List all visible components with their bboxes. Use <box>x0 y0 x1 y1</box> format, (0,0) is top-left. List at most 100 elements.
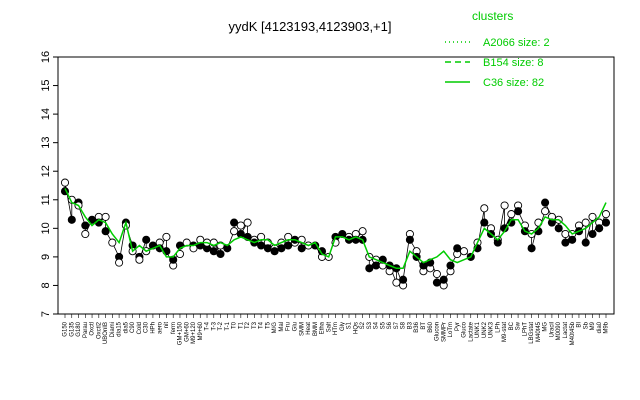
x-tick-label: M/G <box>272 322 278 334</box>
data-point <box>236 221 245 230</box>
data-point <box>81 221 90 230</box>
x-tick-label: C90 <box>130 321 136 333</box>
data-point <box>209 247 218 256</box>
legend-label-b154: B154 size: 8 <box>483 57 544 69</box>
x-tick-label: M0090 <box>556 321 562 340</box>
x-tick-label: UNK3 <box>489 321 495 338</box>
x-tick-label: aero <box>157 321 163 334</box>
data-point <box>568 235 577 244</box>
x-tick-label: LPh <box>495 322 501 333</box>
x-tick-label: S1 <box>347 321 353 329</box>
x-tick-label: dia15 <box>117 321 123 336</box>
x-tick-label: Heat <box>306 322 312 335</box>
line-layer <box>64 188 607 270</box>
x-tick-label: BT <box>421 322 427 330</box>
data-point <box>372 261 381 270</box>
data-point <box>527 244 536 253</box>
x-tick-label: HQs <box>353 322 359 334</box>
data-point <box>365 264 374 273</box>
y-tick-label: 15 <box>40 79 52 91</box>
y-tick-label: 13 <box>40 137 52 149</box>
x-tick-label: Pyr <box>455 322 461 331</box>
x-tick-label: GM+60 <box>184 321 190 342</box>
data-point <box>595 224 604 233</box>
data-point <box>541 198 550 207</box>
data-point <box>588 229 597 239</box>
legend-title: clusters <box>472 9 513 23</box>
x-tick-label: Lactat <box>563 322 569 339</box>
x-tick-label: M9b <box>604 321 610 333</box>
y-tick-label: 7 <box>40 311 52 317</box>
x-tick-label: GM+150 <box>178 321 184 345</box>
x-tick-label: B3 <box>407 321 413 329</box>
x-tick-label: nit <box>164 322 170 329</box>
x-tick-label: UNK1 <box>475 321 481 338</box>
data-point <box>405 235 414 244</box>
legend-label-a2066: A2066 size: 2 <box>483 37 550 49</box>
x-tick-label: HPh <box>150 322 156 334</box>
x-tick-label: T-4 <box>205 321 211 330</box>
x-tick-label: Mal <box>279 322 285 332</box>
data-point <box>135 255 144 264</box>
x-tick-label: M9+120 <box>191 321 197 344</box>
data-point <box>358 227 367 236</box>
data-point <box>561 229 570 239</box>
x-tick-label: Lactate <box>468 321 474 341</box>
x-tick-label: Uracil <box>549 322 555 337</box>
x-tick-label: M9-stat <box>502 322 508 342</box>
data-point <box>439 275 448 284</box>
data-point <box>101 212 110 221</box>
x-tick-label: Sw <box>516 321 522 330</box>
x-tick-label: C30 <box>144 321 150 333</box>
x-tick-label: M9+60 <box>198 321 204 340</box>
data-point <box>115 258 124 267</box>
x-tick-label: T-3 <box>211 321 217 330</box>
x-tick-label: HTm <box>333 322 339 335</box>
y-tick-label: 11 <box>40 194 52 205</box>
x-tick-label: UNK2 <box>482 321 488 338</box>
x-tick-label: M40t45 <box>536 321 542 342</box>
chart-title: yydK [4123193,4123903,+1] <box>228 19 391 34</box>
data-point <box>81 229 90 239</box>
y-tick-label: 10 <box>40 222 52 234</box>
x-tick-label: Glucon <box>435 322 441 341</box>
y-tick-label: 8 <box>40 282 52 288</box>
x-tick-label: MG <box>543 322 549 332</box>
y-axis: 7 8 9 10 11 12 13 14 15 16 <box>40 51 58 317</box>
x-tick-label: Fru <box>286 322 292 331</box>
x-tick-label: Salt <box>326 322 332 333</box>
data-point <box>446 261 455 270</box>
data-point <box>399 275 408 284</box>
y-tick-label: 12 <box>40 165 52 177</box>
data-point <box>601 210 611 219</box>
x-tick-label: ferm <box>171 322 177 334</box>
series-layer <box>60 178 611 290</box>
data-point <box>162 232 171 241</box>
x-tick-label: SMMPr <box>441 322 447 342</box>
x-axis: G150 G135 G180 Parau Oxctl Oxctl2 UBOnIB Diami d… <box>63 314 610 345</box>
x-tick-label: Parau <box>83 322 89 338</box>
legend-label-c36: C36 size: 82 <box>483 77 544 89</box>
legend: clusters A2066 size: 2 B154 size: 8 C36 … <box>445 9 550 89</box>
cluster-line-c36 <box>64 188 607 270</box>
data-point <box>432 278 441 287</box>
data-point <box>60 178 70 187</box>
data-point <box>541 207 550 216</box>
x-tick-label: Sb <box>583 321 589 329</box>
data-point <box>392 278 401 287</box>
data-point <box>297 244 306 253</box>
x-tick-label: S6 <box>387 321 393 329</box>
x-tick-label: S5 <box>380 321 386 329</box>
data-point <box>243 218 252 227</box>
x-tick-label: G135 <box>69 321 75 336</box>
data-point <box>554 224 563 233</box>
data-point <box>216 249 225 259</box>
x-tick-label: UBOnIB <box>103 322 109 344</box>
x-tick-label: LoTm <box>448 322 454 337</box>
x-tick-label: S4 <box>374 321 380 329</box>
data-point <box>108 238 117 247</box>
data-point <box>514 207 523 216</box>
x-tick-label: T3 <box>252 321 258 329</box>
data-point <box>581 238 590 247</box>
